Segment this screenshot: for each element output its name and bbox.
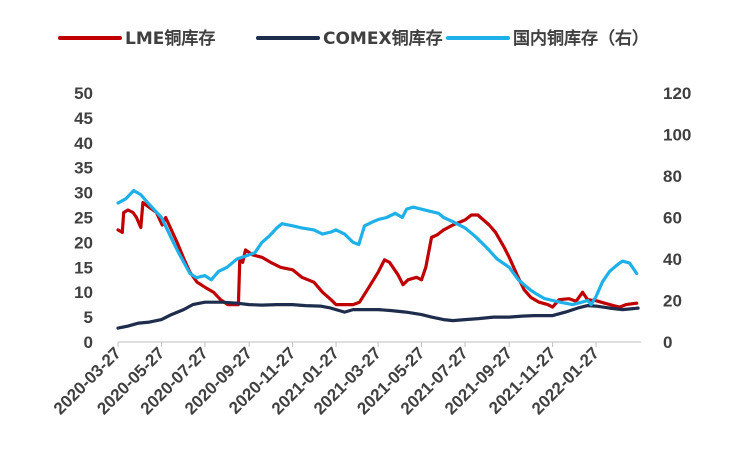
right-tick-label: 100 (663, 126, 691, 145)
right-tick-label: 40 (663, 250, 682, 269)
left-tick-label: 35 (74, 159, 93, 178)
right-tick-label: 120 (663, 84, 691, 103)
left-tick-label: 15 (74, 258, 93, 277)
left-tick-label: 10 (74, 283, 93, 302)
x-axis-ticks: 2020-03-272020-05-272020-07-272020-09-27… (50, 342, 603, 418)
legend-label-3: 国内铜库存（右） (513, 28, 649, 49)
legend: LME铜库存 COMEX铜库存 国内铜库存（右） (58, 28, 649, 49)
left-axis-ticks: 0 5 10 15 20 25 30 35 40 45 50 (74, 84, 93, 352)
right-tick-label: 0 (663, 333, 672, 352)
right-tick-label: 80 (663, 167, 682, 186)
right-tick-label: 20 (663, 292, 682, 311)
left-tick-label: 25 (74, 209, 93, 228)
right-axis-ticks: 0 20 40 60 80 100 120 (663, 84, 691, 352)
series-line-2 (116, 300, 640, 330)
series-line-1 (116, 201, 639, 309)
left-tick-label: 30 (74, 184, 93, 203)
series-line-3 (116, 188, 639, 307)
left-tick-label: 50 (74, 84, 93, 103)
legend-label-1: LME铜库存 (125, 28, 215, 49)
left-tick-label: 20 (74, 233, 93, 252)
legend-label-2: COMEX铜库存 (323, 28, 443, 49)
left-tick-label: 5 (84, 308, 93, 327)
series-lines (116, 188, 640, 330)
right-tick-label: 60 (663, 209, 682, 228)
left-tick-label: 45 (74, 109, 93, 128)
left-tick-label: 40 (74, 134, 93, 153)
left-tick-label: 0 (84, 333, 93, 352)
